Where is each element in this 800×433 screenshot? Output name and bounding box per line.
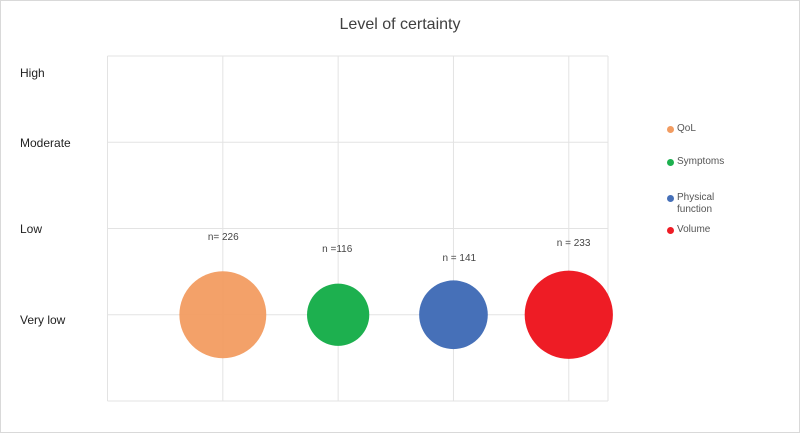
legend-item-symptoms: Symptoms — [667, 156, 747, 168]
chart-title: Level of certainty — [339, 16, 461, 33]
data-label: n= 226 — [208, 232, 239, 243]
legend-marker-icon — [667, 126, 674, 133]
legend-item-physical-function: Physical function — [667, 192, 737, 216]
y-tick-label-very-low: Very low — [20, 313, 66, 327]
bubble-physical-function — [419, 280, 488, 350]
y-tick-label-moderate: Moderate — [20, 136, 71, 150]
legend-marker-icon — [667, 227, 674, 234]
legend-item-qol: QoL — [667, 123, 747, 135]
legend-marker-icon — [667, 159, 674, 166]
legend-marker-icon — [667, 195, 674, 202]
legend-item-volume: Volume — [667, 224, 747, 236]
data-label: n = 141 — [442, 253, 476, 264]
y-tick-label-high: High — [20, 66, 45, 80]
y-tick-label-low: Low — [20, 222, 43, 236]
bubble-symptoms — [307, 283, 370, 346]
bubble-qol — [179, 271, 267, 359]
bubble-volume — [524, 270, 613, 359]
data-label: n = 233 — [557, 238, 591, 249]
data-label: n =116 — [322, 244, 353, 255]
